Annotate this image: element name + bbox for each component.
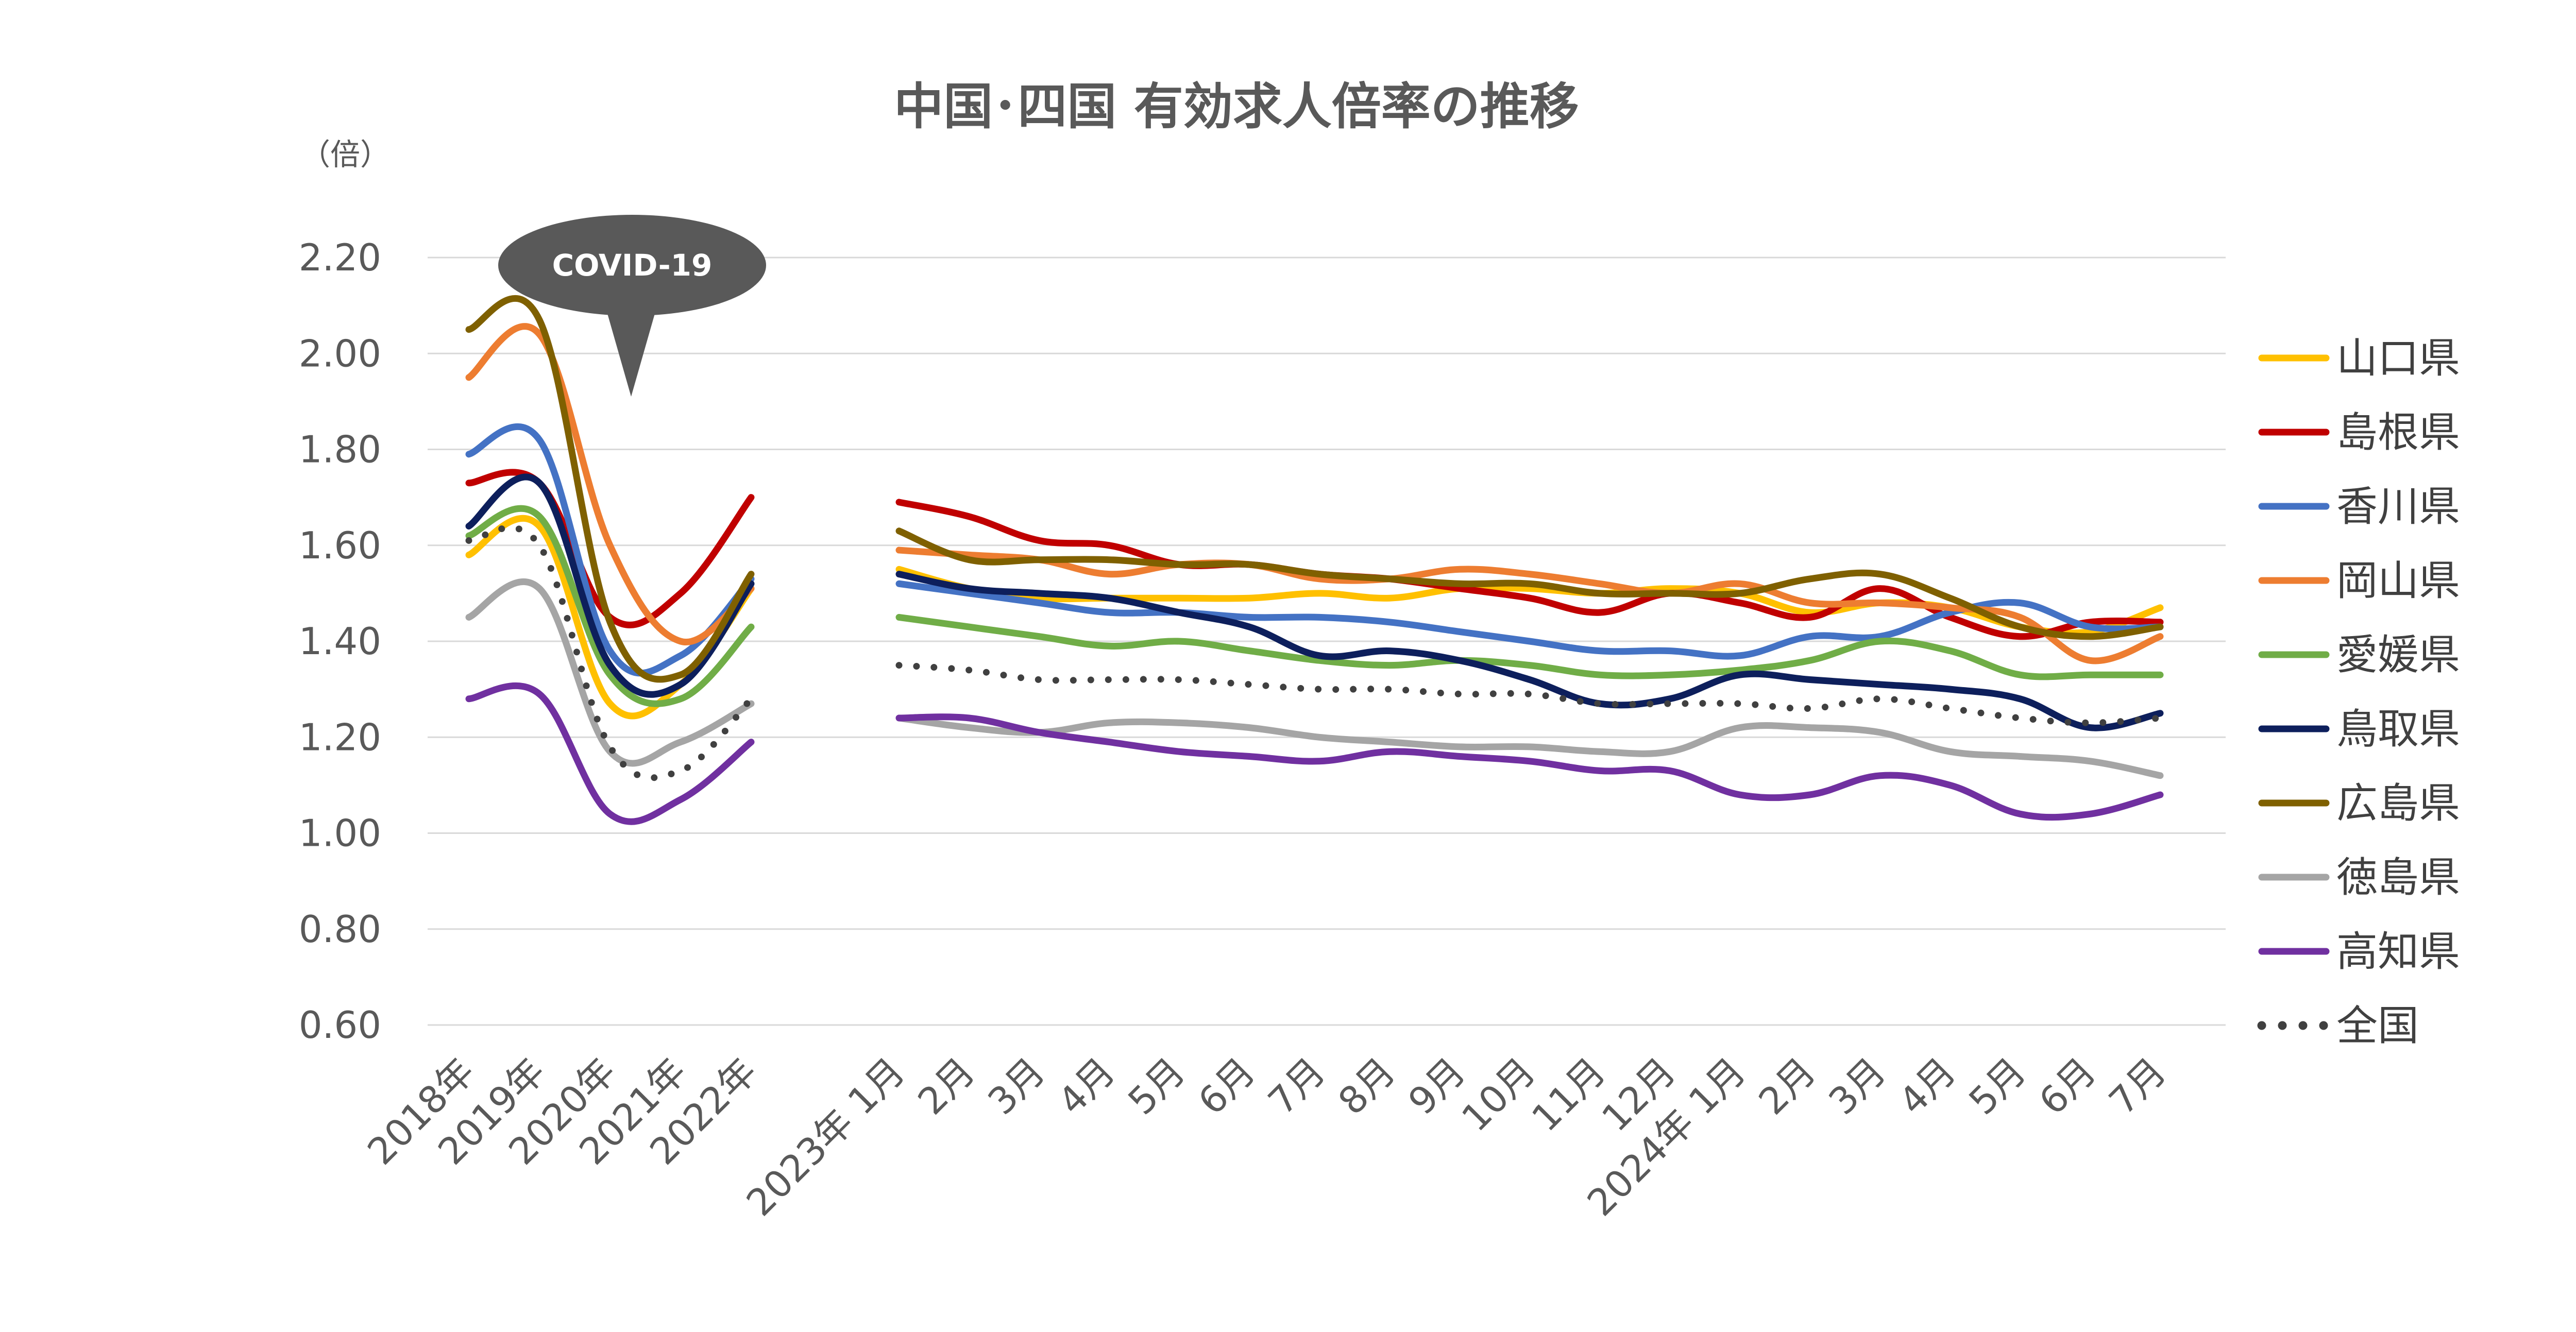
y-tick-label: 0.60 xyxy=(299,1003,381,1047)
y-tick-label: 1.60 xyxy=(299,524,381,567)
series-line-annual xyxy=(465,578,755,767)
series-line-monthly xyxy=(895,571,2164,731)
series-line-monthly xyxy=(895,527,2164,640)
legend-item: 広島県 xyxy=(2258,779,2460,827)
chart-title: 中国･四国 有効求人倍率の推移 xyxy=(894,78,1579,135)
callout-bubble xyxy=(498,215,766,316)
legend-label: 島根県 xyxy=(2336,408,2460,456)
y-axis-unit-label: （倍） xyxy=(300,137,390,172)
legend-label: 徳島県 xyxy=(2336,853,2460,901)
legend-label: 広島県 xyxy=(2336,779,2460,827)
series-広島県 xyxy=(465,295,2164,683)
series-岡山県 xyxy=(465,323,2164,664)
legend-item: 全国 xyxy=(2257,1002,2419,1050)
y-tick-label: 2.00 xyxy=(299,332,381,375)
legend-label: 愛媛県 xyxy=(2336,631,2460,679)
series-高知県 xyxy=(465,682,2164,825)
y-tick-label: 2.20 xyxy=(299,236,381,279)
y-tick-label: 0.80 xyxy=(299,908,381,951)
legend-item: 岡山県 xyxy=(2258,557,2460,605)
series-line-annual xyxy=(465,295,755,683)
legend-item: 山口県 xyxy=(2258,334,2460,382)
series-徳島県 xyxy=(465,578,2164,779)
legend-item: 徳島県 xyxy=(2258,853,2460,901)
series-line-monthly xyxy=(895,662,2164,726)
series-line-annual xyxy=(465,505,755,707)
legend-label: 高知県 xyxy=(2336,928,2460,976)
covid-callout: COVID-19 xyxy=(498,215,766,397)
series-line-annual xyxy=(465,473,755,698)
legend-label: 山口県 xyxy=(2336,334,2460,382)
legend-label: 香川県 xyxy=(2336,483,2460,531)
series-line-monthly xyxy=(895,613,2164,680)
series-line-annual xyxy=(465,682,755,825)
series-line-monthly xyxy=(895,499,2164,640)
series-全国 xyxy=(465,524,2164,781)
legend-label: 鳥取県 xyxy=(2336,705,2460,753)
y-tick-label: 1.80 xyxy=(299,428,381,471)
legend-label: 全国 xyxy=(2336,1002,2419,1050)
series-line-annual xyxy=(465,323,755,646)
series-line-monthly xyxy=(895,580,2164,660)
callout-pointer xyxy=(605,306,657,397)
legend-item: 島根県 xyxy=(2258,408,2460,456)
series-line-monthly xyxy=(895,714,2164,779)
y-tick-label: 1.20 xyxy=(299,715,381,759)
series-愛媛県 xyxy=(465,505,2164,707)
legend-label: 岡山県 xyxy=(2336,557,2460,605)
series-line-monthly xyxy=(895,713,2164,821)
legend-item: 高知県 xyxy=(2258,928,2460,976)
series-鳥取県 xyxy=(465,473,2164,731)
legend-item: 愛媛県 xyxy=(2258,631,2460,679)
series-line-annual xyxy=(465,524,755,781)
y-tick-label: 1.40 xyxy=(299,620,381,663)
callout-label: COVID-19 xyxy=(552,248,713,283)
y-tick-label: 1.00 xyxy=(299,812,381,855)
series-lines xyxy=(465,295,2164,825)
legend-item: 鳥取県 xyxy=(2258,705,2460,753)
legend-item: 香川県 xyxy=(2258,483,2460,531)
y-axis-tick-labels: 2.20 2.00 1.80 1.60 1.40 1.20 1.00 0.80 0.60 xyxy=(299,236,381,1047)
series-line-monthly xyxy=(895,547,2164,664)
